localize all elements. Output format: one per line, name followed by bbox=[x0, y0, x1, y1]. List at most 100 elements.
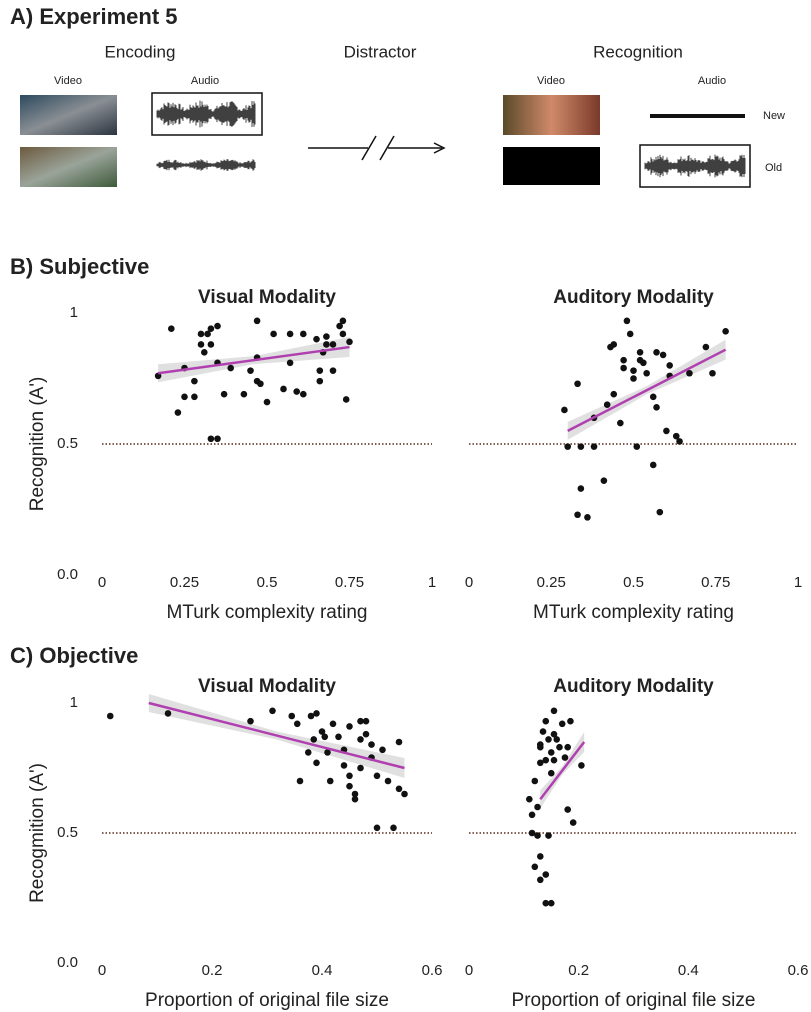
x-tick-label: 0.4 bbox=[312, 962, 333, 979]
delay-arrow bbox=[308, 136, 444, 160]
data-point bbox=[165, 710, 172, 717]
x-axis-label: Proportion of original file size bbox=[145, 990, 389, 1011]
y-tick-label: 0.0 bbox=[57, 566, 78, 583]
data-point bbox=[564, 806, 571, 813]
chart-title: Visual Modality bbox=[198, 676, 336, 697]
data-point bbox=[300, 331, 307, 338]
data-point bbox=[567, 718, 574, 725]
data-point bbox=[214, 435, 221, 442]
data-point bbox=[280, 386, 287, 393]
data-point bbox=[305, 749, 312, 756]
data-point bbox=[574, 380, 581, 387]
x-axis-label: MTurk complexity rating bbox=[533, 602, 734, 623]
column-label: Video bbox=[537, 75, 565, 87]
data-point bbox=[346, 773, 353, 780]
data-point bbox=[610, 391, 617, 398]
video-frame bbox=[20, 95, 117, 135]
x-tick-label: 0 bbox=[465, 962, 473, 979]
data-point bbox=[686, 370, 693, 377]
data-point bbox=[270, 331, 277, 338]
data-point bbox=[175, 409, 182, 416]
x-tick-label: 0 bbox=[98, 962, 106, 979]
data-point bbox=[703, 344, 710, 351]
data-point bbox=[287, 331, 294, 338]
data-point bbox=[287, 359, 294, 366]
data-point bbox=[340, 318, 347, 325]
data-point bbox=[532, 864, 539, 871]
x-tick-label: 1 bbox=[794, 574, 802, 591]
data-point bbox=[341, 762, 348, 769]
data-point bbox=[570, 819, 577, 826]
data-point bbox=[317, 367, 324, 374]
data-point bbox=[390, 825, 397, 832]
data-point bbox=[368, 741, 375, 748]
data-point bbox=[637, 349, 644, 356]
data-point bbox=[545, 736, 552, 743]
chart-title: Auditory Modality bbox=[553, 676, 714, 697]
y-tick-label: 1 bbox=[70, 694, 78, 711]
data-point bbox=[537, 744, 544, 751]
plot: Auditory Modality MTurk complexity rating… bbox=[465, 287, 802, 623]
data-point bbox=[663, 428, 670, 435]
column-label: Video bbox=[54, 75, 82, 87]
data-point bbox=[529, 812, 536, 819]
data-point bbox=[310, 736, 317, 743]
data-point bbox=[293, 388, 300, 395]
waveform bbox=[645, 155, 745, 178]
data-point bbox=[562, 754, 569, 761]
data-point bbox=[537, 853, 544, 860]
data-point bbox=[564, 443, 571, 450]
data-point bbox=[620, 365, 627, 372]
data-point bbox=[313, 760, 320, 767]
chart-title: Auditory Modality bbox=[553, 287, 714, 308]
plot: Visual Modality Proportion of original fi… bbox=[27, 676, 442, 1011]
data-point bbox=[321, 734, 328, 741]
x-tick-label: 0.25 bbox=[170, 574, 199, 591]
condition-label: Old bbox=[765, 162, 782, 174]
data-point bbox=[653, 404, 660, 411]
data-point bbox=[551, 708, 558, 715]
y-axis-label: Recogmition (A') bbox=[27, 763, 48, 903]
data-point bbox=[300, 391, 307, 398]
data-point bbox=[542, 757, 549, 764]
data-point bbox=[624, 318, 631, 325]
section-label: C) Objective bbox=[10, 643, 138, 668]
data-point bbox=[548, 770, 555, 777]
data-point bbox=[542, 718, 549, 725]
y-tick-label: 0.5 bbox=[57, 435, 78, 452]
data-point bbox=[288, 713, 295, 720]
waveforms bbox=[157, 101, 745, 178]
data-point bbox=[330, 721, 337, 728]
x-axis-label: MTurk complexity rating bbox=[167, 602, 368, 623]
data-point bbox=[385, 778, 392, 785]
panel-title: A) Experiment 5 bbox=[10, 4, 178, 29]
y-tick-label: 1 bbox=[70, 304, 78, 321]
data-point bbox=[208, 341, 215, 348]
data-point bbox=[564, 744, 571, 751]
data-point bbox=[396, 786, 403, 793]
data-point bbox=[335, 734, 342, 741]
data-point bbox=[343, 396, 350, 403]
data-point bbox=[340, 331, 347, 338]
trend-line bbox=[568, 350, 726, 431]
x-tick-label: 1 bbox=[428, 574, 436, 591]
data-point bbox=[650, 462, 657, 469]
data-point bbox=[198, 331, 205, 338]
data-point bbox=[643, 370, 650, 377]
y-tick-label: 0.5 bbox=[57, 824, 78, 841]
data-point bbox=[676, 438, 683, 445]
data-point bbox=[297, 778, 304, 785]
plot: Visual ModalityMTurk complexity ratingRe… bbox=[27, 287, 436, 623]
data-point bbox=[269, 708, 276, 715]
x-axis-label: Proportion of original file size bbox=[512, 990, 756, 1011]
video-frame bbox=[503, 95, 600, 135]
data-point bbox=[247, 718, 254, 725]
data-point bbox=[545, 832, 552, 839]
x-tick-label: 0.5 bbox=[623, 574, 644, 591]
trend-line bbox=[540, 742, 584, 799]
data-point bbox=[633, 443, 640, 450]
data-point bbox=[323, 341, 330, 348]
data-point bbox=[548, 749, 555, 756]
data-point bbox=[191, 378, 198, 385]
data-point bbox=[401, 791, 408, 798]
